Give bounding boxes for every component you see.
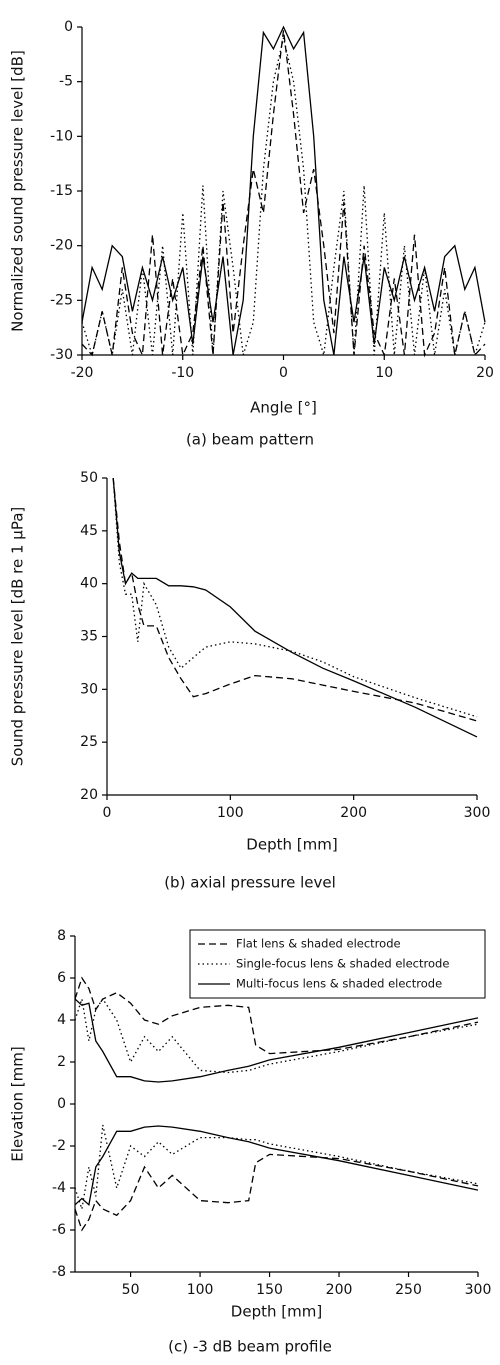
- x-tick-label: -20: [71, 365, 94, 381]
- legend-label: Flat lens & shaded electrode: [236, 937, 401, 951]
- data-line: [74, 1125, 479, 1207]
- y-tick-label: -20: [50, 238, 73, 254]
- x-tick-label: 0: [103, 805, 112, 821]
- x-tick-label: 300: [464, 805, 491, 821]
- y-axis-label: Normalized sound pressure level [dB]: [9, 50, 27, 332]
- x-tick-label: -10: [171, 365, 194, 381]
- x-axis-label: Angle [°]: [250, 399, 317, 417]
- y-tick-label: -4: [52, 1180, 66, 1196]
- caption: (b) axial pressure level: [164, 874, 336, 892]
- y-tick-label: -5: [59, 74, 73, 90]
- x-tick-label: 50: [122, 1282, 140, 1298]
- x-axis-label: Depth [mm]: [246, 836, 337, 854]
- y-tick-label: 8: [57, 928, 66, 944]
- caption: (a) beam pattern: [186, 431, 314, 449]
- y-axis-label: Elevation [mm]: [9, 1046, 27, 1161]
- data-line: [74, 1124, 479, 1210]
- data-line: [74, 997, 479, 1074]
- caption: (c) -3 dB beam profile: [168, 1338, 332, 1356]
- x-tick-label: 20: [476, 365, 494, 381]
- x-tick-label: 200: [340, 805, 367, 821]
- data-line: [74, 998, 479, 1083]
- x-tick-label: 0: [279, 365, 288, 381]
- data-line: [74, 1153, 479, 1232]
- y-tick-label: -15: [50, 183, 73, 199]
- y-tick-label: 20: [80, 787, 98, 803]
- y-tick-label: -2: [52, 1138, 66, 1154]
- legend-label: Multi-focus lens & shaded electrode: [236, 977, 442, 991]
- data-line: [81, 25, 486, 356]
- y-tick-label: -25: [50, 292, 73, 308]
- y-tick-label: -30: [50, 347, 73, 363]
- x-tick-label: 250: [395, 1282, 422, 1298]
- x-tick-label: 300: [465, 1282, 492, 1298]
- y-tick-label: -10: [50, 128, 73, 144]
- y-tick-label: 45: [80, 523, 98, 539]
- data-line: [112, 477, 478, 738]
- y-tick-label: 2: [57, 1054, 66, 1070]
- data-line: [81, 37, 486, 358]
- x-tick-label: 150: [256, 1282, 283, 1298]
- y-tick-label: 0: [57, 1096, 66, 1112]
- y-tick-label: 25: [80, 734, 98, 750]
- legend-box: [189, 929, 486, 999]
- data-line: [112, 477, 478, 722]
- x-tick-label: 100: [187, 1282, 214, 1298]
- y-tick-label: 30: [80, 681, 98, 697]
- data-line: [112, 477, 478, 718]
- x-tick-label: 10: [375, 365, 393, 381]
- y-tick-label: 6: [57, 970, 66, 986]
- y-tick-label: 35: [80, 629, 98, 645]
- legend-label: Single-focus lens & shaded electrode: [236, 957, 449, 971]
- x-tick-label: 100: [217, 805, 244, 821]
- y-tick-label: 0: [64, 19, 73, 35]
- data-line: [74, 976, 479, 1055]
- x-tick-label: 200: [326, 1282, 353, 1298]
- y-tick-label: 4: [57, 1012, 66, 1028]
- y-tick-label: -8: [52, 1264, 66, 1280]
- x-axis-label: Depth [mm]: [231, 1303, 322, 1321]
- data-line: [81, 30, 486, 358]
- y-tick-label: 40: [80, 576, 98, 592]
- y-tick-label: -6: [52, 1222, 66, 1238]
- y-axis-label: Sound pressure level [dB re 1 μPa]: [9, 507, 27, 767]
- y-tick-label: 50: [80, 470, 98, 486]
